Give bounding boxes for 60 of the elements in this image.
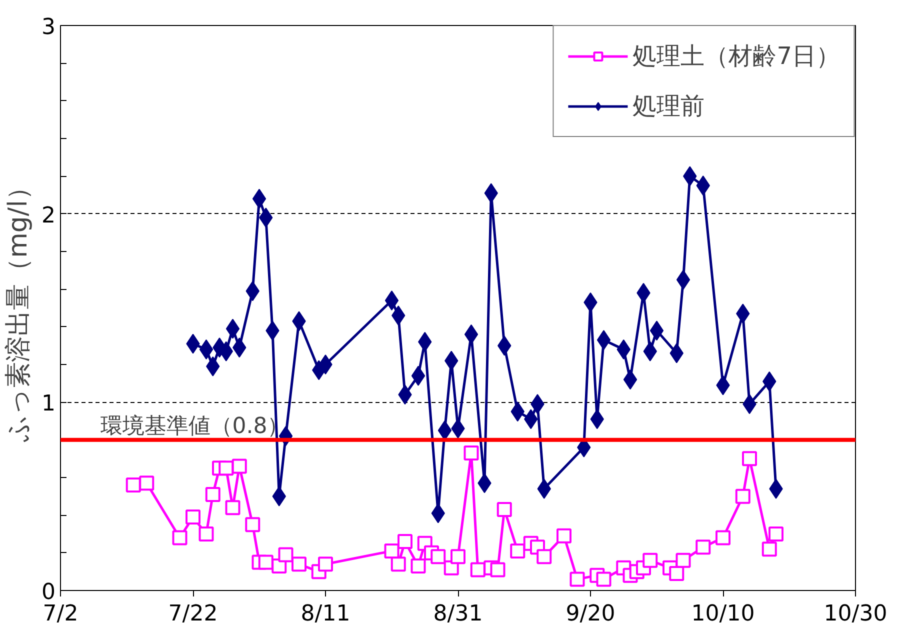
point — [696, 540, 711, 555]
point — [450, 549, 466, 564]
point — [762, 542, 777, 557]
ref-line-label: 環境基準値（0.8） — [100, 414, 290, 439]
x-tick-label: 10/30 — [824, 602, 888, 626]
x-tick-label: 8/11 — [300, 602, 350, 626]
point — [669, 566, 684, 582]
point — [232, 458, 247, 474]
point — [258, 554, 274, 570]
point — [650, 320, 664, 341]
point — [205, 486, 220, 502]
x-tick-label: 10/10 — [691, 602, 755, 626]
point — [596, 330, 611, 350]
point — [742, 451, 757, 466]
point — [556, 528, 572, 544]
x-tick-label: 7/22 — [168, 602, 218, 626]
point — [536, 549, 552, 564]
point — [318, 556, 333, 572]
x-tick-label: 8/31 — [433, 602, 483, 626]
point — [226, 318, 240, 339]
point — [245, 517, 260, 532]
point — [410, 558, 426, 574]
point — [470, 562, 486, 578]
point — [496, 502, 512, 518]
point — [390, 556, 406, 572]
point — [218, 460, 234, 476]
point — [199, 339, 214, 360]
point — [318, 354, 332, 374]
point — [139, 476, 154, 491]
y-tick-label: 1 — [42, 392, 56, 417]
point — [735, 488, 750, 504]
point — [384, 290, 399, 310]
point — [172, 530, 188, 546]
x-tick-label: 9/20 — [566, 602, 616, 626]
point — [768, 526, 784, 542]
point — [430, 549, 446, 564]
point — [398, 534, 412, 550]
point — [716, 530, 730, 546]
point — [490, 562, 506, 578]
legend-label: 処理前 — [632, 91, 705, 122]
legend-label: 処理土（材齢7日） — [632, 41, 840, 72]
y-tick-label: 2 — [42, 203, 56, 228]
point — [510, 543, 526, 558]
point — [186, 510, 200, 525]
point — [464, 446, 479, 461]
point — [623, 370, 638, 390]
point — [596, 572, 612, 587]
point — [411, 366, 426, 386]
point — [676, 552, 691, 568]
point — [198, 526, 214, 542]
y-tick-label: 3 — [42, 15, 56, 40]
point — [292, 556, 306, 572]
point — [642, 552, 658, 568]
point — [126, 478, 141, 493]
point — [278, 547, 294, 562]
point — [225, 500, 240, 516]
point — [570, 572, 585, 587]
point — [676, 270, 690, 290]
y-axis-title: ふっ素溶出量（mg/l） — [4, 174, 34, 443]
point — [252, 188, 266, 209]
